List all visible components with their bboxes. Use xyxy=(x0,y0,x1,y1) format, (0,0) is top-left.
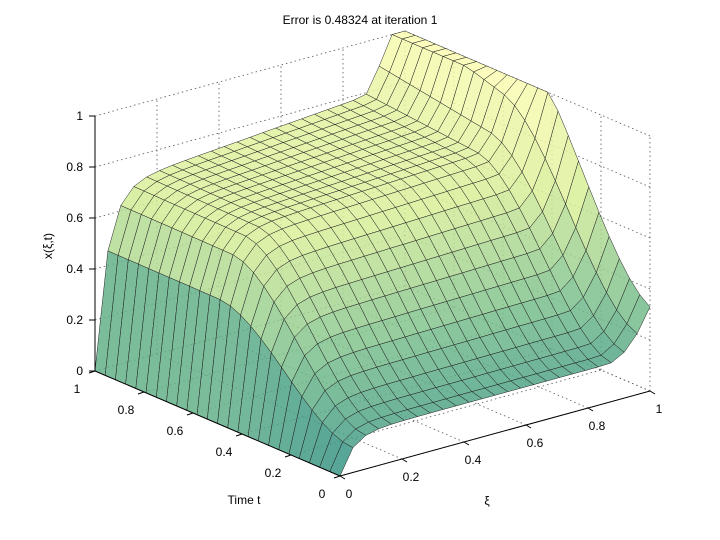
t-tick-mark xyxy=(284,454,292,458)
xi-tick-mark xyxy=(649,390,656,395)
xi-tick-label: 0.6 xyxy=(527,436,544,450)
t-tick-mark xyxy=(333,475,341,479)
x-axis-label: ξ xyxy=(484,494,490,508)
xi-tick-label: 0.2 xyxy=(403,470,420,484)
t-tick-label: 0.6 xyxy=(167,424,184,438)
t-tick-label: 0.2 xyxy=(265,466,282,480)
xi-axis-line xyxy=(339,390,651,477)
xi-tick-mark xyxy=(525,424,532,429)
t-tick-mark xyxy=(235,433,243,437)
z-tick-label: 0.4 xyxy=(66,262,83,276)
axes-front xyxy=(88,115,656,480)
t-tick-label: 0.4 xyxy=(216,445,233,459)
t-tick-label: 0 xyxy=(319,487,326,501)
xi-tick-mark xyxy=(401,458,408,463)
tick-labels: 0 0 0 0.2 0.2 0.2 0.4 0.4 0.4 0.6 0.6 0.6 0.8 0.8 0.8 1… xyxy=(66,109,662,501)
t-axis-line xyxy=(94,370,341,477)
z-tick-label: 0.8 xyxy=(66,160,83,174)
xi-tick-label: 0 xyxy=(346,487,353,501)
z-tick-label: 0 xyxy=(76,364,83,378)
chart-title: Error is 0.48324 at iteration 1 xyxy=(283,13,438,27)
t-tick-mark xyxy=(88,370,96,374)
t-tick-label: 0.8 xyxy=(118,403,135,417)
xi-tick-mark xyxy=(463,441,470,446)
y-axis-label: Time t xyxy=(228,493,262,507)
z-tick-label: 1 xyxy=(76,109,83,123)
surface xyxy=(94,30,651,477)
z-tick-label: 0.6 xyxy=(66,211,83,225)
xi-tick-label: 0.4 xyxy=(465,453,482,467)
xi-tick-label: 0.8 xyxy=(589,419,606,433)
xi-tick-label: 1 xyxy=(656,402,663,416)
z-tick-label: 0.2 xyxy=(66,313,83,327)
z-axis-label: x(ξ,t) xyxy=(41,233,55,259)
t-tick-mark xyxy=(137,391,145,395)
xi-tick-mark xyxy=(587,407,594,412)
surface-patch xyxy=(626,294,651,335)
t-tick-mark xyxy=(186,412,194,416)
xi-tick-mark xyxy=(339,475,346,480)
t-tick-label: 1 xyxy=(74,382,81,396)
